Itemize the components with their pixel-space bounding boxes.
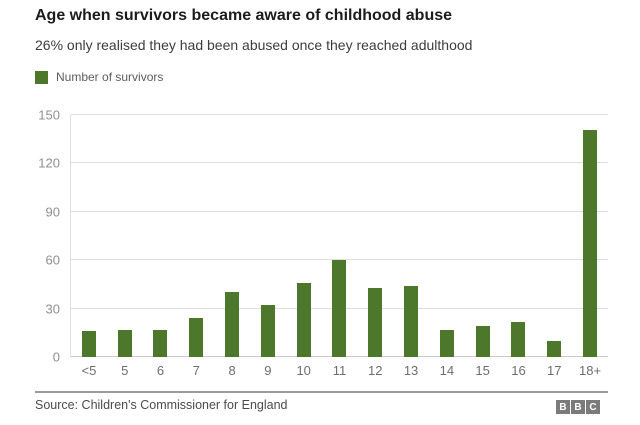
bar-<5 xyxy=(81,331,96,357)
bar-11 xyxy=(332,260,347,357)
y-tick-label-150: 150 xyxy=(38,107,60,123)
bar-17 xyxy=(547,340,562,357)
gridline-150 xyxy=(71,114,608,115)
bar-column-17 xyxy=(536,115,572,357)
bar-column-11 xyxy=(322,115,358,357)
source-text: Source: Children's Commissioner for Engl… xyxy=(35,398,288,412)
bar-9 xyxy=(260,305,275,357)
bar-chart-plot: 0 30 60 90 120 150 <5 5 6 7 8 9 10 11 12 13 14 15 16 17 18+ xyxy=(38,108,608,378)
bar-column-7 xyxy=(178,115,214,357)
x-tick-label-16: 16 xyxy=(511,363,526,378)
x-tick-label-13: 13 xyxy=(403,363,419,378)
x-axis-labels: <5 5 6 7 8 9 10 11 12 13 14 15 16 17 18+ xyxy=(71,363,608,378)
y-tick-label-30: 30 xyxy=(45,301,60,317)
x-tick-label-6: 6 xyxy=(156,363,165,378)
bar-13 xyxy=(404,286,419,357)
gridline-60 xyxy=(71,259,608,261)
bbc-logo-letter-b2: B xyxy=(571,400,585,414)
x-tick-label-7: 7 xyxy=(192,363,200,378)
x-tick-label-5: 5 xyxy=(121,363,129,378)
bar-column-13 xyxy=(393,115,429,357)
bbc-logo-letter-c: C xyxy=(586,400,600,414)
bar-column-15 xyxy=(465,115,501,357)
gridline-90 xyxy=(71,210,608,212)
bar-column-16 xyxy=(501,115,537,357)
bar-5 xyxy=(117,329,132,357)
bbc-logo-letter-b1: B xyxy=(556,400,570,414)
x-tick-label-14: 14 xyxy=(439,363,455,378)
chart-subtitle: 26% only realised they had been abused o… xyxy=(35,37,473,53)
bar-column-18+ xyxy=(572,115,608,357)
bar-18+ xyxy=(583,129,598,357)
bar-6 xyxy=(153,329,168,357)
gridline-120 xyxy=(71,162,608,164)
y-tick-label-60: 60 xyxy=(45,252,60,268)
bar-12 xyxy=(368,287,383,357)
x-tick-label-12: 12 xyxy=(368,363,383,378)
x-tick-label-18+: 18+ xyxy=(579,363,602,378)
x-tick-label-11: 11 xyxy=(332,363,347,378)
bars xyxy=(71,115,608,357)
bar-column-5 xyxy=(107,115,143,357)
x-tick-label-9: 9 xyxy=(264,363,272,378)
bar-column-8 xyxy=(214,115,250,357)
bar-column-6 xyxy=(143,115,179,357)
bar-column-<5 xyxy=(71,115,107,357)
chart-title: Age when survivors became aware of child… xyxy=(35,7,453,24)
bbc-logo: B B C xyxy=(556,400,600,414)
bar-column-14 xyxy=(429,115,465,357)
y-tick-label-0: 0 xyxy=(52,349,60,365)
bar-column-9 xyxy=(250,115,286,357)
x-tick-label-<5: <5 xyxy=(81,363,97,378)
bar-14 xyxy=(439,329,454,357)
legend-label: Number of survivors xyxy=(56,70,164,84)
legend-swatch xyxy=(35,70,48,84)
bar-column-10 xyxy=(286,115,322,357)
bar-15 xyxy=(475,326,490,357)
bar-7 xyxy=(189,318,204,357)
bar-10 xyxy=(296,282,311,357)
legend: Number of survivors xyxy=(35,70,163,84)
bar-column-12 xyxy=(357,115,393,357)
y-tick-label-90: 90 xyxy=(45,204,60,220)
bar-16 xyxy=(511,321,526,357)
x-tick-label-17: 17 xyxy=(547,363,562,378)
y-tick-label-120: 120 xyxy=(38,155,60,171)
footer-divider xyxy=(35,391,608,393)
bar-8 xyxy=(225,292,240,357)
x-tick-label-10: 10 xyxy=(296,363,311,378)
x-tick-label-8: 8 xyxy=(228,363,236,378)
x-tick-label-15: 15 xyxy=(475,363,490,378)
